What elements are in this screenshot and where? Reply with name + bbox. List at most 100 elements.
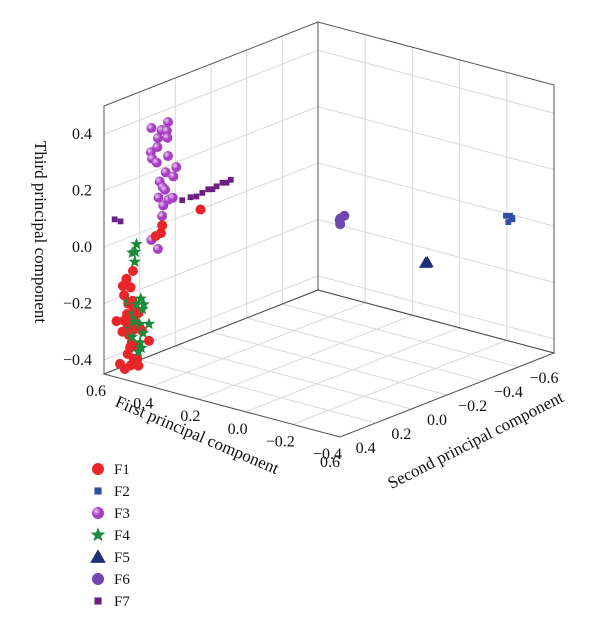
data-point-f1 xyxy=(144,335,154,346)
data-point-f3 xyxy=(152,142,163,153)
wall-grid-line xyxy=(317,106,555,171)
data-point-f3 xyxy=(153,192,164,203)
data-point-f7 xyxy=(187,194,194,201)
floor-grid-line xyxy=(282,303,519,368)
data-point-f1 xyxy=(157,220,168,231)
data-point-f3 xyxy=(159,184,170,195)
legend-label: F4 xyxy=(114,528,130,544)
legend: F1 F2 F3 F4 F5 F6 F7 xyxy=(90,462,130,610)
legend-item-f3: F3 xyxy=(92,506,130,522)
legend-item-f6: F6 xyxy=(92,572,130,588)
legend-item-f4: F4 xyxy=(90,527,130,544)
data-point-f3 xyxy=(167,192,178,203)
data-point-f4 xyxy=(134,292,147,304)
axis-panes xyxy=(103,22,555,438)
floor-grid-line xyxy=(198,314,413,400)
x-tick-label: 0.6 xyxy=(320,454,340,471)
legend-marker xyxy=(94,597,102,605)
data-point-f1 xyxy=(125,282,136,293)
data-point-f3 xyxy=(152,243,163,254)
data-point-f3 xyxy=(146,123,157,134)
data-point-f7 xyxy=(213,183,220,190)
legend-label: F1 xyxy=(114,462,130,478)
y-tick-label: 0.4 xyxy=(133,396,153,413)
data-point-f4 xyxy=(129,245,142,258)
wall-grid-line xyxy=(317,162,555,227)
data-point-f3 xyxy=(162,150,173,161)
wall-grid-line xyxy=(103,49,319,135)
data-point-f7 xyxy=(219,179,226,186)
data-point-f2 xyxy=(509,216,516,223)
floor-grid-line xyxy=(245,327,460,413)
data-point-f4 xyxy=(142,317,156,330)
x-tick-label: 0.2 xyxy=(391,426,411,443)
x-tick-label: −0.6 xyxy=(529,370,558,387)
legend-label: F3 xyxy=(114,506,130,522)
pane-frame xyxy=(317,21,555,354)
data-point-f4 xyxy=(137,297,150,310)
wall-grid-line xyxy=(317,275,555,340)
data-point-f7 xyxy=(223,179,230,186)
legend-item-f5: F5 xyxy=(90,549,130,566)
legend-marker xyxy=(90,549,106,563)
legend-label: F2 xyxy=(114,484,130,500)
legend-marker xyxy=(90,527,106,542)
floor-grid-line xyxy=(139,359,376,424)
z-axis-title: Third principal component xyxy=(31,141,50,324)
data-point-f5 xyxy=(420,255,434,268)
data-point-f3 xyxy=(162,132,173,143)
floor-grid-line xyxy=(151,302,366,388)
data-point-f3 xyxy=(168,171,179,182)
legend-marker xyxy=(92,573,104,585)
data-point-f2 xyxy=(505,219,512,225)
y-tick-label: −0.4 xyxy=(313,446,342,463)
floor-grid-line xyxy=(292,339,507,425)
data-point-f7 xyxy=(179,197,186,204)
z-tick-label: 0.2 xyxy=(72,183,92,200)
data-point-f3 xyxy=(171,162,182,173)
plot-frame xyxy=(102,21,556,438)
legend-item-f2: F2 xyxy=(94,484,130,500)
legend-item-f7: F7 xyxy=(94,594,130,610)
x-tick-label: 0.0 xyxy=(427,412,447,429)
data-point-f3 xyxy=(162,117,173,128)
wall-grid-line xyxy=(317,218,555,283)
data-point-f1 xyxy=(127,266,138,276)
data-point-f1 xyxy=(133,360,144,371)
wall-grid-line xyxy=(103,106,319,192)
legend-label: F6 xyxy=(114,572,130,588)
y-tick-label: 0.6 xyxy=(86,383,106,400)
legend-marker xyxy=(94,487,102,495)
data-points xyxy=(111,117,516,374)
z-tick-label: 0.4 xyxy=(72,126,92,143)
data-point-f7 xyxy=(227,176,234,183)
z-tick-label: 0.0 xyxy=(72,239,92,256)
data-point-f1 xyxy=(195,204,206,215)
data-point-f4 xyxy=(136,302,149,315)
data-point-f4 xyxy=(128,315,141,328)
x-tick-label: −0.2 xyxy=(458,398,487,415)
y-tick-label: 0.0 xyxy=(228,421,248,438)
data-point-f1 xyxy=(119,290,130,301)
data-point-f7 xyxy=(117,218,124,225)
wall-grid-line xyxy=(317,49,555,114)
data-point-f1 xyxy=(121,273,132,284)
x-tick-label: −0.4 xyxy=(494,384,523,401)
data-point-f3 xyxy=(151,157,162,168)
data-point-f4 xyxy=(133,335,147,348)
data-point-f4 xyxy=(136,326,150,339)
legend-label: F5 xyxy=(114,550,130,566)
data-point-f7 xyxy=(205,186,212,193)
data-point-f7 xyxy=(193,193,200,200)
data-point-f4 xyxy=(130,297,143,310)
wall-grid-line xyxy=(103,219,319,304)
data-point-f4 xyxy=(125,330,139,343)
wall-grid-line xyxy=(103,162,319,248)
data-point-f6 xyxy=(339,210,350,221)
legend-label: F7 xyxy=(114,594,130,610)
data-point-f6 xyxy=(335,219,346,230)
data-point-f4 xyxy=(128,255,141,268)
data-point-f7 xyxy=(111,216,118,223)
y-tick-label: 0.2 xyxy=(180,408,200,425)
